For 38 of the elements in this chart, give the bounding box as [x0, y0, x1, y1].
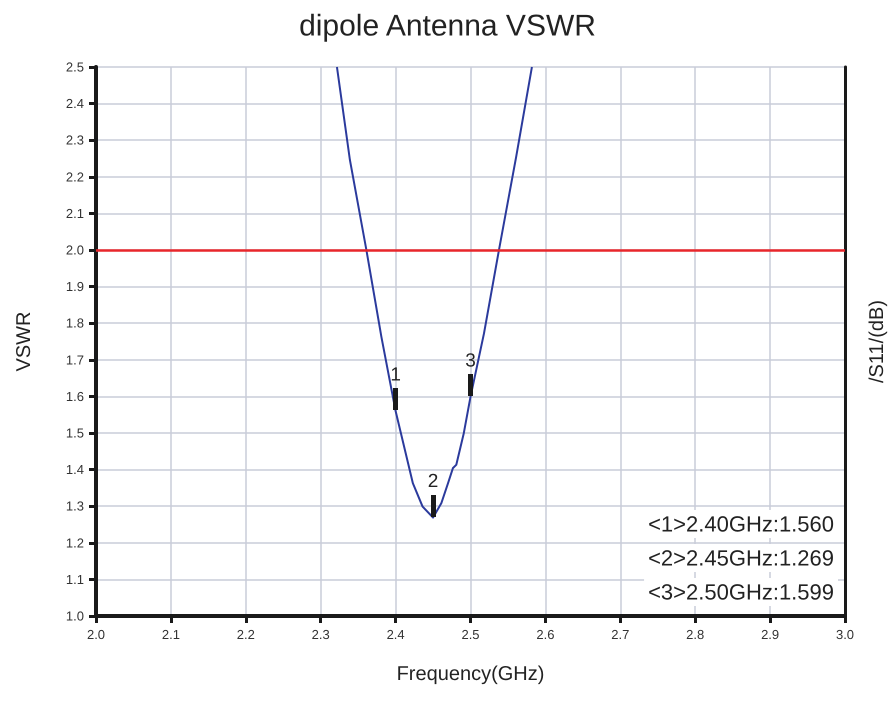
x-tick-label: 2.9	[761, 627, 780, 642]
y-tick-label: 1.5	[66, 426, 84, 440]
y-tick-label: 1.9	[66, 279, 84, 294]
y-axis-title: VSWR	[13, 312, 35, 372]
y-tick-label: 1.6	[66, 388, 84, 404]
x-tick-label: 2.6	[536, 627, 554, 642]
annotation: <2>2.45GHz:1.269	[648, 546, 834, 570]
x-axis-title: Frequency(GHz)	[396, 663, 544, 685]
y-tick-label: 1.7	[66, 352, 84, 368]
y2-axis-title: /S11/(dB)	[866, 300, 888, 383]
x-tick-label: 3.0	[836, 627, 854, 642]
x-tick-label: 2.8	[686, 627, 704, 642]
x-tick-label: 2.2	[236, 627, 255, 642]
x-tick-label: 2.4	[386, 627, 405, 642]
y-tick-label: 1.1	[66, 572, 84, 587]
y-tick-label: 2.0	[66, 242, 84, 258]
y-tick-label: 1.8	[66, 316, 84, 331]
y-tick-label: 1.4	[66, 462, 84, 478]
annotation: 3	[465, 350, 476, 372]
x-tick-label: 2.3	[312, 627, 330, 642]
line-series	[336, 66, 533, 519]
annotation: 1	[390, 364, 401, 386]
x-tick-label: 2.0	[86, 627, 106, 642]
y-tick-label: 1.3	[66, 498, 84, 514]
annotation: <1>2.40GHz:1.560	[648, 512, 834, 536]
y-tick-label: 2.1	[66, 206, 84, 221]
y-tick-label: 2.2	[66, 169, 84, 184]
annotation: <3>2.50GHz:1.599	[648, 580, 834, 604]
y-tick-label: 1.2	[66, 535, 84, 550]
chart-title: dipole Antenna VSWR	[299, 10, 596, 42]
x-tick-label: 2.7	[611, 627, 630, 642]
y-tick-label: 1.0	[66, 608, 84, 624]
y-tick-label: 2.3	[66, 132, 84, 148]
y-tick-label: 2.4	[66, 96, 84, 112]
y-tick-label: 2.5	[66, 60, 84, 74]
x-tick-label: 2.1	[162, 627, 180, 642]
x-tick-label: 2.5	[461, 627, 480, 642]
annotation: 2	[428, 471, 438, 492]
